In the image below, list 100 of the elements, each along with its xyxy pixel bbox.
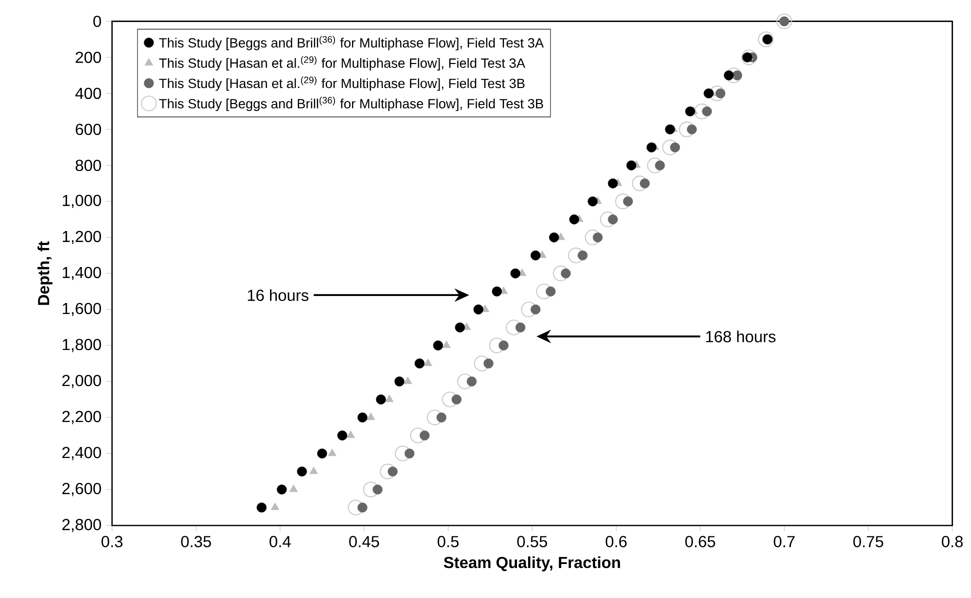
point (492, 286, 502, 297)
point (346, 430, 355, 438)
point (662, 140, 678, 156)
point (640, 178, 650, 189)
point (424, 358, 432, 366)
point (473, 304, 484, 315)
y-tick-label: 2,400 (62, 447, 102, 460)
x-tick-label: 0.8 (942, 536, 963, 548)
y-tick-label: 2,600 (62, 483, 102, 496)
point (309, 466, 318, 474)
point (358, 412, 368, 423)
point (442, 340, 451, 348)
x-tick-label: 0.75 (853, 536, 884, 548)
y-tick-label: 1,800 (62, 339, 102, 352)
point (317, 448, 328, 459)
point (433, 340, 444, 351)
point (704, 88, 714, 99)
legend-label: This Study [Beggs and Brill$^{(36)}$ for Multiphase Flow], Field Test 3A (159, 36, 544, 50)
point (466, 376, 477, 387)
x-tick-label: 0.3 (102, 536, 122, 548)
point (457, 374, 473, 390)
point (626, 160, 636, 171)
point (546, 286, 556, 297)
point (506, 320, 522, 336)
y-tick-label: 2,200 (62, 411, 102, 424)
y-tick-label: 1,400 (62, 267, 102, 280)
point (632, 176, 648, 192)
y-tick-label: 800 (76, 160, 102, 172)
legend-label: This Study [Hasan et al.$^{(29)}$ for Multiphase Flow], Field Test 3B (159, 76, 525, 91)
point (337, 430, 348, 441)
y-tick-label: 1,000 (62, 195, 102, 208)
point (549, 232, 559, 243)
point (608, 178, 618, 189)
point (452, 394, 462, 405)
y-axis-title: Depth, ft (38, 241, 52, 306)
y-tick-label: 600 (76, 124, 102, 136)
point (758, 32, 774, 48)
point (665, 124, 675, 135)
point (289, 484, 298, 492)
point (588, 196, 598, 207)
point (670, 142, 680, 153)
point (694, 104, 710, 120)
x-axis-title: Steam Quality, Fraction (444, 556, 620, 572)
point (530, 304, 540, 315)
point (426, 410, 443, 426)
point (385, 394, 394, 402)
point (376, 394, 386, 405)
point (646, 142, 656, 153)
point (685, 106, 696, 117)
point (454, 322, 465, 333)
point (414, 358, 425, 369)
x-tick-label: 0.5 (438, 536, 459, 548)
y-tick-label: 2,000 (62, 375, 102, 388)
point (328, 448, 336, 456)
annotation: 16 hours (248, 289, 308, 302)
x-tick-label: 0.7 (774, 536, 795, 548)
x-tick-label: 0.45 (349, 536, 380, 548)
point (726, 68, 742, 84)
point (436, 412, 446, 423)
x-tick-label: 0.4 (270, 536, 291, 548)
point (498, 340, 509, 351)
point (530, 250, 540, 261)
point (592, 232, 603, 243)
point (724, 70, 734, 81)
point (702, 106, 712, 117)
point (654, 160, 665, 171)
point (515, 322, 526, 333)
point (686, 124, 697, 135)
point (584, 230, 601, 246)
point (520, 302, 537, 318)
point (420, 430, 430, 441)
point (380, 464, 396, 480)
point (388, 466, 398, 477)
point (366, 412, 376, 420)
y-tick-label: 200 (76, 52, 102, 64)
point (709, 86, 725, 102)
legend-label: This Study [Beggs and Brill$^{(36)}$ for Multiphase Flow], Field Test 3B (159, 96, 544, 112)
point (646, 158, 663, 174)
point (410, 428, 426, 444)
point (348, 500, 364, 516)
point (776, 14, 792, 30)
point (404, 376, 412, 384)
point (358, 502, 368, 513)
point (404, 448, 414, 459)
point (615, 194, 631, 210)
point (394, 446, 411, 462)
point (510, 268, 520, 279)
point (276, 484, 287, 495)
point (552, 266, 569, 282)
point (568, 248, 584, 264)
point (372, 484, 383, 495)
point (474, 356, 490, 372)
legend-label: This Study [Hasan et al.$^{(29)}$ for Multiphase Flow], Field Test 3A (159, 56, 526, 71)
point (623, 196, 633, 207)
x-tick-label: 0.6 (606, 536, 627, 548)
y-tick-label: 0 (93, 16, 102, 28)
point (578, 250, 588, 261)
point (270, 502, 280, 510)
point (741, 50, 757, 66)
point (362, 482, 379, 498)
